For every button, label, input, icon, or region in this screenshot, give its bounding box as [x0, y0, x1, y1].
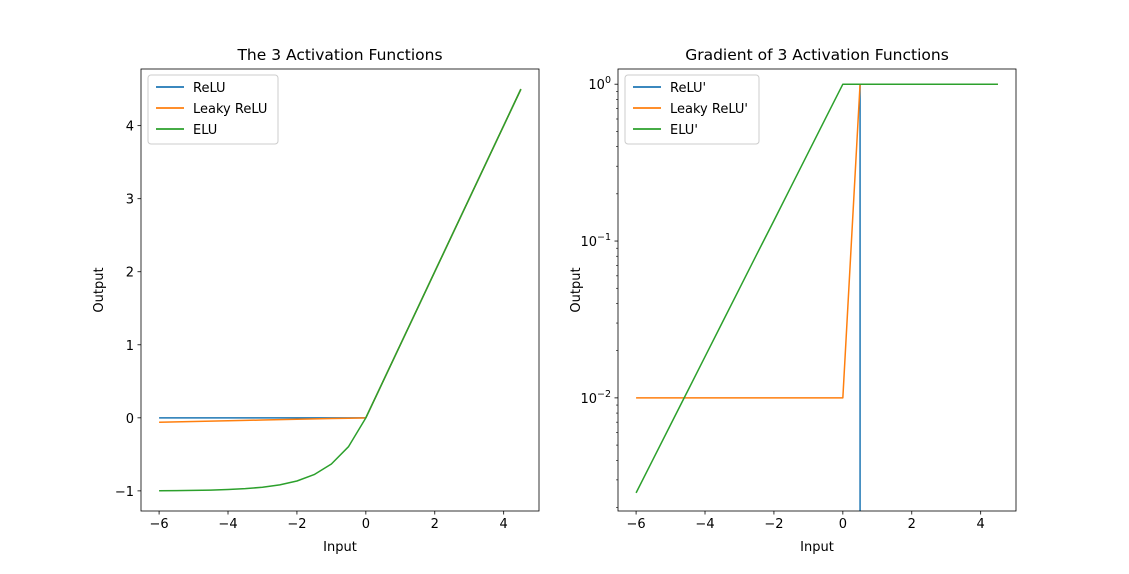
- y-tick-label: 1: [126, 339, 134, 354]
- axes-frame: [617, 68, 1017, 512]
- legend-box: [624, 74, 760, 145]
- chart-title: Gradient of 3 Activation Functions: [685, 46, 949, 64]
- x-tick-label: −6: [627, 517, 646, 532]
- legend-label-1: ReLU: [193, 81, 226, 96]
- x-tick-label: −6: [150, 517, 169, 532]
- x-axis-label: Input: [800, 540, 834, 555]
- y-tick-label: 4: [126, 120, 134, 135]
- chart-title: The 3 Activation Functions: [236, 46, 442, 64]
- x-tick-label: 0: [839, 517, 847, 532]
- series-line-3: [159, 88, 522, 492]
- series-line-3: [635, 83, 998, 494]
- y-tick-label: −1: [115, 485, 134, 500]
- x-tick-label: −2: [287, 517, 306, 532]
- chart-panel-1: −6 −4 −2 0 2 4 −1 0 1 2 3 4 The 3 Activation Functio…: [92, 46, 540, 555]
- legend-label-3: ELU: [193, 123, 217, 138]
- x-tick-label: 2: [431, 517, 439, 532]
- y-tick-label: 2: [126, 266, 134, 281]
- y-tick-base: 10: [580, 235, 597, 250]
- y-tick-base: 10: [588, 78, 605, 93]
- y-tick-label: 0: [126, 412, 134, 427]
- legend-label-2: Leaky ReLU': [670, 102, 748, 117]
- x-tick-label: −4: [695, 517, 714, 532]
- legend-label-3: ELU': [670, 123, 698, 138]
- series-group: [635, 83, 998, 511]
- legend: ReLU Leaky ReLU ELU: [147, 74, 279, 145]
- axes-frame: [140, 68, 540, 512]
- y-axis-label: Output: [92, 267, 107, 312]
- y-tick-label: 3: [126, 193, 134, 208]
- y-tick-base: 10: [580, 392, 597, 407]
- y-tick-exponent: −2: [597, 389, 611, 400]
- legend-box: [147, 74, 279, 145]
- x-tick-label: 0: [362, 517, 370, 532]
- x-tick-label: −4: [218, 517, 237, 532]
- y-tick-label: 10−1: [580, 232, 611, 250]
- x-tick-label: 4: [977, 517, 985, 532]
- y-axis-label: Output: [569, 267, 584, 312]
- x-axis-label: Input: [323, 540, 357, 555]
- x-tick-label: 4: [500, 517, 508, 532]
- legend-label-1: ReLU': [670, 81, 706, 96]
- y-tick-label: 10−2: [580, 389, 611, 407]
- legend: ReLU' Leaky ReLU' ELU': [624, 74, 760, 145]
- y-tick-exponent: 0: [605, 75, 611, 86]
- legend-label-2: Leaky ReLU: [193, 102, 267, 117]
- series-group: [159, 88, 522, 492]
- y-tick-label: 100: [588, 75, 611, 93]
- x-tick-label: 2: [908, 517, 916, 532]
- y-tick-exponent: −1: [597, 232, 611, 243]
- x-tick-label: −2: [764, 517, 783, 532]
